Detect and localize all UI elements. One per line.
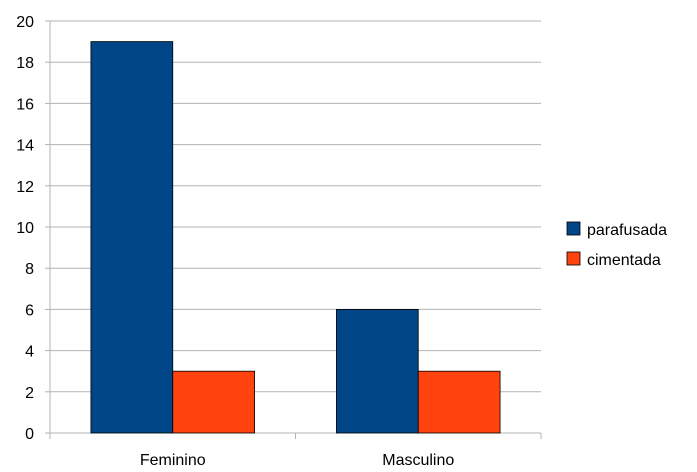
legend-label: cimentada	[587, 252, 661, 269]
y-axis: 0 2 4 6 8 10 12 14 16 18 20	[16, 14, 51, 443]
x-axis: Feminino Masculino	[49, 432, 542, 469]
legend-swatch	[566, 251, 581, 266]
x-category-label: Feminino	[140, 452, 206, 469]
y-tick-label: 8	[25, 261, 34, 278]
legend: parafusada cimentada	[566, 221, 667, 269]
bars	[90, 41, 501, 434]
y-tick-label: 4	[25, 344, 34, 361]
y-tick-label: 16	[16, 96, 34, 113]
y-tick-label: 20	[16, 14, 34, 31]
bar-parafusada-Feminino	[90, 41, 174, 434]
legend-swatch	[566, 221, 581, 236]
bar-cimentada-Feminino	[172, 370, 255, 434]
y-tick-label: 10	[16, 220, 34, 237]
legend-label: parafusada	[587, 222, 667, 239]
y-tick-label: 6	[25, 302, 34, 319]
y-tick-label: 2	[25, 385, 34, 402]
y-tick-label: 0	[25, 426, 34, 443]
y-tick-label: 12	[16, 179, 34, 196]
y-tick-label: 14	[16, 138, 34, 155]
bar-parafusada-Masculino	[336, 308, 419, 434]
y-tick-label: 18	[16, 55, 34, 72]
x-category-label: Masculino	[382, 452, 454, 469]
bar-cimentada-Masculino	[417, 370, 501, 434]
